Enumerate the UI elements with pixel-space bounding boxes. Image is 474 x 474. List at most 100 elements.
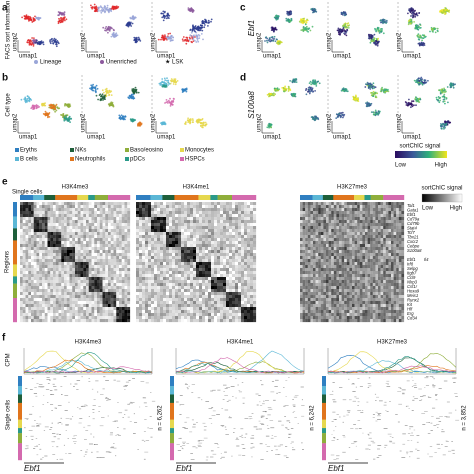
heatmap-cell [151,235,155,239]
umap-point [60,19,62,21]
heatmap-cell [80,319,84,323]
panel-label: d [240,73,246,84]
heatmap-cell [127,319,131,323]
heatmap-cell [66,250,70,254]
umap-point [107,9,110,12]
x-axis-label: umap1 [333,54,352,60]
umap-point [275,15,277,17]
heatmap-cell [202,214,206,218]
heatmap-cell [64,271,67,275]
umap-point [440,127,443,130]
heatmap-cell [61,214,65,218]
heatmap-cell [53,295,56,299]
heatmap-cell [28,223,32,227]
heatmap-cell [28,310,32,314]
heatmap-cell [217,202,221,206]
heatmap-cell [31,283,34,287]
heatmap-cell [66,235,70,239]
heatmap-cell [39,292,43,296]
heatmap-cell [61,259,65,263]
heatmap-cell [121,241,125,245]
heatmap-cell [64,307,67,311]
heatmap-cell [139,220,143,224]
heatmap-cell [25,271,29,275]
umap-point [135,91,138,94]
heatmap-cell [25,223,29,227]
umap-point [42,41,45,43]
heatmap-cell [223,208,227,212]
umap-point [285,19,288,22]
umap-point [314,115,317,118]
umap-point [93,3,96,6]
umap-point [377,30,380,33]
heatmap-cell [99,232,103,236]
heatmap-cell [250,214,254,218]
umap-point [135,41,138,44]
heatmap-cell [61,298,65,302]
heatmap-cell [102,241,106,245]
heatmap-cell [58,208,62,212]
umap-point [100,11,103,14]
heatmap-cell [97,214,100,218]
heatmap-cell [250,226,254,230]
umap-axes [155,40,168,53]
panel-label: c [240,3,246,14]
umap-point [69,121,71,123]
heatmap-cell [55,298,59,302]
heatmap-cell [72,265,76,269]
heatmap-cell [124,217,128,221]
heatmap-cell [136,235,140,239]
heatmap-cell [113,253,117,257]
heatmap-cell [66,223,70,227]
umap-point [316,80,319,83]
heatmap-cell [69,298,73,302]
umap-point [127,25,130,28]
heatmap-cell [148,235,152,239]
umap-point [442,98,445,101]
heatmap-cell [55,316,59,320]
heatmap-cell [58,319,62,323]
heatmap-cell [220,202,224,206]
heatmap-cell [39,259,43,263]
heatmap-cell [42,313,45,317]
heatmap-cell [44,271,48,275]
x-axis-label: umap1 [403,54,422,60]
heatmap-cell [121,214,125,218]
heatmap-cell [31,256,34,260]
heatmap-cell [113,289,117,293]
heatmap-cell [105,202,109,206]
heatmap-cell [55,289,59,293]
umap-point [313,80,316,83]
umap-point [115,35,117,38]
heatmap-cell [127,292,131,296]
heatmap-cell [139,232,143,236]
umap-point [342,88,345,90]
heatmap-cell [53,241,56,245]
heatmap-cell [241,211,245,215]
heatmap-cell [205,232,209,236]
heatmap-cell [50,244,54,248]
heatmap-cell [28,283,32,287]
heatmap-cell [116,289,120,293]
heatmap-cell [160,229,164,233]
umap-point [203,121,205,124]
heatmap-cell [154,232,158,236]
umap-axes [331,40,344,53]
heatmap-cell [208,223,212,227]
heatmap-cell [199,205,203,209]
heatmap-cell [163,202,167,206]
heatmap-cell [124,247,128,251]
heatmap-cell [105,295,109,299]
heatmap-cell [88,220,92,224]
heatmap-cell [214,217,218,221]
heatmap-cell [113,259,117,263]
heatmap-cell [69,220,73,224]
heatmap-cell [105,259,109,263]
heatmap-cell [44,289,48,293]
heatmap-cell [42,262,45,266]
heatmap-cell [97,262,100,266]
heatmap-cell [205,226,209,230]
heatmap-cell [88,202,92,206]
umap-point [47,115,49,118]
heatmap-cell [172,220,176,224]
